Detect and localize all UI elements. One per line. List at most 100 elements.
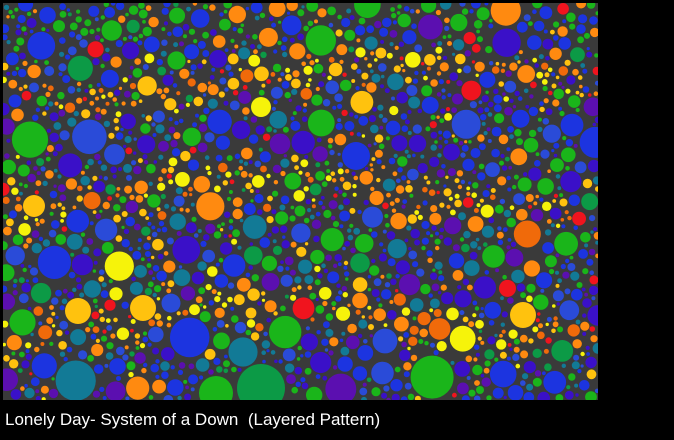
pattern-circle xyxy=(391,393,400,400)
pattern-circle xyxy=(546,219,552,224)
pattern-circle xyxy=(437,291,442,295)
pattern-circle xyxy=(207,266,218,277)
pattern-circle xyxy=(454,199,462,208)
pattern-circle xyxy=(429,121,437,129)
pattern-circle xyxy=(221,222,225,227)
pattern-circle xyxy=(169,213,186,230)
pattern-circle xyxy=(339,176,345,182)
pattern-circle xyxy=(326,169,331,173)
pattern-circle xyxy=(567,95,581,108)
pattern-circle xyxy=(467,284,473,291)
pattern-circle xyxy=(30,377,40,387)
pattern-circle xyxy=(509,347,513,351)
pattern-circle xyxy=(167,379,184,396)
pattern-circle xyxy=(61,206,66,211)
pattern-circle xyxy=(406,154,411,159)
pattern-circle xyxy=(414,395,421,400)
pattern-circle xyxy=(369,69,374,74)
pattern-circle xyxy=(321,263,326,269)
pattern-circle xyxy=(336,44,348,56)
pattern-circle xyxy=(539,6,553,20)
pattern-circle xyxy=(318,200,323,206)
pattern-circle xyxy=(414,210,420,215)
pattern-circle xyxy=(436,190,440,195)
pattern-circle xyxy=(116,187,121,191)
pattern-circle xyxy=(516,138,523,146)
pattern-circle xyxy=(46,317,54,324)
pattern-circle xyxy=(290,294,297,301)
pattern-circle xyxy=(386,52,393,59)
pattern-circle xyxy=(418,14,443,40)
pattern-circle xyxy=(269,110,288,129)
pattern-circle xyxy=(315,211,321,217)
pattern-circle xyxy=(146,236,151,241)
pattern-circle xyxy=(92,390,101,398)
pattern-circle xyxy=(271,22,277,28)
pattern-circle xyxy=(586,258,594,266)
pattern-circle xyxy=(590,230,594,234)
pattern-circle xyxy=(198,287,206,295)
pattern-circle xyxy=(114,89,121,96)
pattern-circle xyxy=(163,21,169,26)
pattern-circle xyxy=(444,139,449,144)
pattern-circle xyxy=(300,377,306,383)
pattern-circle xyxy=(517,65,536,83)
pattern-circle xyxy=(328,350,334,356)
pattern-circle xyxy=(426,250,433,257)
pattern-circle xyxy=(410,354,418,362)
pattern-circle xyxy=(237,245,242,250)
pattern-circle xyxy=(491,126,502,137)
pattern-circle xyxy=(562,136,567,141)
pattern-circle xyxy=(94,218,118,241)
pattern-circle xyxy=(589,215,596,222)
pattern-circle xyxy=(516,208,528,221)
pattern-circle xyxy=(354,114,359,119)
pattern-circle xyxy=(100,15,106,20)
pattern-circle xyxy=(133,165,142,175)
pattern-circle xyxy=(513,346,520,353)
pattern-circle xyxy=(558,66,569,76)
pattern-circle xyxy=(3,241,8,251)
pattern-circle xyxy=(554,231,578,256)
pattern-circle xyxy=(536,272,553,289)
pattern-circle xyxy=(417,312,431,326)
pattern-circle xyxy=(207,171,212,176)
pattern-circle xyxy=(582,298,592,308)
pattern-circle xyxy=(442,130,451,139)
pattern-circle xyxy=(341,17,351,28)
pattern-circle xyxy=(431,42,436,48)
pattern-circle xyxy=(552,321,559,328)
pattern-circle xyxy=(342,192,347,198)
pattern-circle xyxy=(457,184,463,190)
pattern-circle xyxy=(137,135,156,154)
pattern-circle xyxy=(199,376,233,400)
pattern-circle xyxy=(592,66,598,76)
pattern-circle xyxy=(18,223,31,236)
pattern-circle xyxy=(203,234,210,241)
pattern-circle xyxy=(61,298,68,305)
pattern-circle xyxy=(79,39,88,48)
pattern-circle xyxy=(477,172,486,181)
pattern-circle xyxy=(401,341,407,348)
pattern-circle xyxy=(532,57,538,63)
pattern-circle xyxy=(517,96,523,101)
pattern-circle xyxy=(342,181,352,191)
pattern-circle xyxy=(448,196,453,201)
pattern-circle xyxy=(579,126,598,158)
pattern-circle xyxy=(574,161,587,174)
pattern-circle xyxy=(144,53,155,64)
pattern-circle xyxy=(578,249,588,259)
pattern-circle xyxy=(580,364,584,368)
pattern-circle xyxy=(461,8,469,15)
pattern-circle xyxy=(586,352,590,356)
pattern-circle xyxy=(17,68,27,78)
pattern-circle xyxy=(147,342,152,347)
pattern-circle xyxy=(558,37,571,50)
pattern-circle xyxy=(272,63,282,73)
pattern-circle xyxy=(543,29,548,34)
pattern-circle xyxy=(168,157,178,167)
pattern-circle xyxy=(511,109,530,128)
pattern-circle xyxy=(8,79,18,89)
pattern-circle xyxy=(569,255,574,260)
pattern-circle xyxy=(15,66,19,71)
